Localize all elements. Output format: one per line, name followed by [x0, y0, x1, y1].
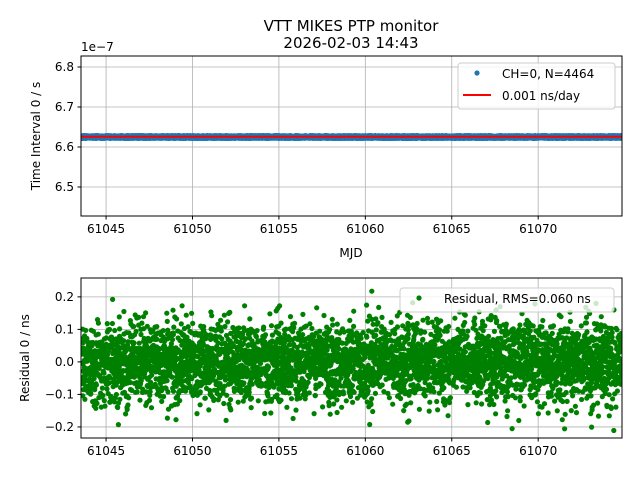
- data-point: [92, 376, 97, 381]
- y-tick-label: 6.5: [55, 180, 74, 194]
- data-point: [114, 392, 119, 397]
- y-tick-label: 6.6: [55, 140, 74, 154]
- data-point: [134, 329, 139, 334]
- data-point: [82, 397, 87, 402]
- data-point: [83, 328, 88, 333]
- data-point: [121, 309, 126, 314]
- x-tick-label: 61055: [260, 222, 298, 236]
- top-offset-label: 1e−7: [81, 40, 114, 54]
- data-point: [117, 326, 122, 331]
- data-point: [102, 398, 107, 403]
- data-point: [117, 314, 122, 319]
- x-tick-label: 61045: [87, 222, 125, 236]
- data-point: [131, 324, 136, 329]
- data-point: [110, 321, 115, 326]
- top-legend: CH=0, N=4464 0.001 ns/day: [458, 63, 615, 109]
- data-point: [100, 386, 105, 391]
- top-xlabel: MJD: [339, 246, 362, 260]
- data-point: [94, 401, 99, 406]
- data-point: [125, 402, 130, 407]
- legend-label-line: 0.001 ns/day: [502, 89, 580, 103]
- y-tick-label: 6.8: [55, 60, 74, 74]
- data-point: [100, 393, 105, 398]
- data-point: [135, 389, 140, 394]
- data-point: [96, 332, 101, 337]
- x-tick-label: 61065: [433, 222, 471, 236]
- data-point: [102, 404, 107, 409]
- data-point: [125, 407, 130, 412]
- data-point: [121, 338, 126, 343]
- data-point: [107, 327, 112, 332]
- top-axes: 61045 61050 61055 61060 61065 61070 6.5 6.6 6.7 6…: [29, 40, 625, 260]
- chart-title: VTT MIKES PTP monitor: [264, 17, 440, 35]
- data-point: [126, 395, 131, 400]
- data-point: [104, 386, 109, 391]
- data-point: [116, 422, 121, 427]
- x-tick-label: 61050: [173, 222, 211, 236]
- top-ylabel: Time Interval 0 / s: [29, 82, 43, 192]
- data-point: [112, 328, 117, 333]
- data-point: [117, 397, 122, 402]
- data-point: [105, 321, 110, 326]
- x-tick-label: 61060: [346, 222, 384, 236]
- x-tick-label: 61070: [519, 222, 557, 236]
- legend-marker-points: [474, 70, 479, 75]
- data-point: [136, 315, 141, 320]
- data-point: [115, 405, 120, 410]
- data-point: [110, 297, 115, 302]
- data-point: [93, 406, 98, 411]
- data-point: [94, 382, 99, 387]
- data-point: [88, 391, 93, 396]
- data-point: [92, 387, 97, 392]
- y-tick-label: 6.7: [55, 100, 74, 114]
- data-point: [101, 371, 106, 376]
- data-point: [131, 340, 136, 345]
- data-point: [96, 321, 101, 326]
- top-marks: [79, 133, 624, 141]
- chart-subtitle: 2026-02-03 14:43: [283, 34, 418, 52]
- legend-label-points: CH=0, N=4464: [502, 67, 594, 81]
